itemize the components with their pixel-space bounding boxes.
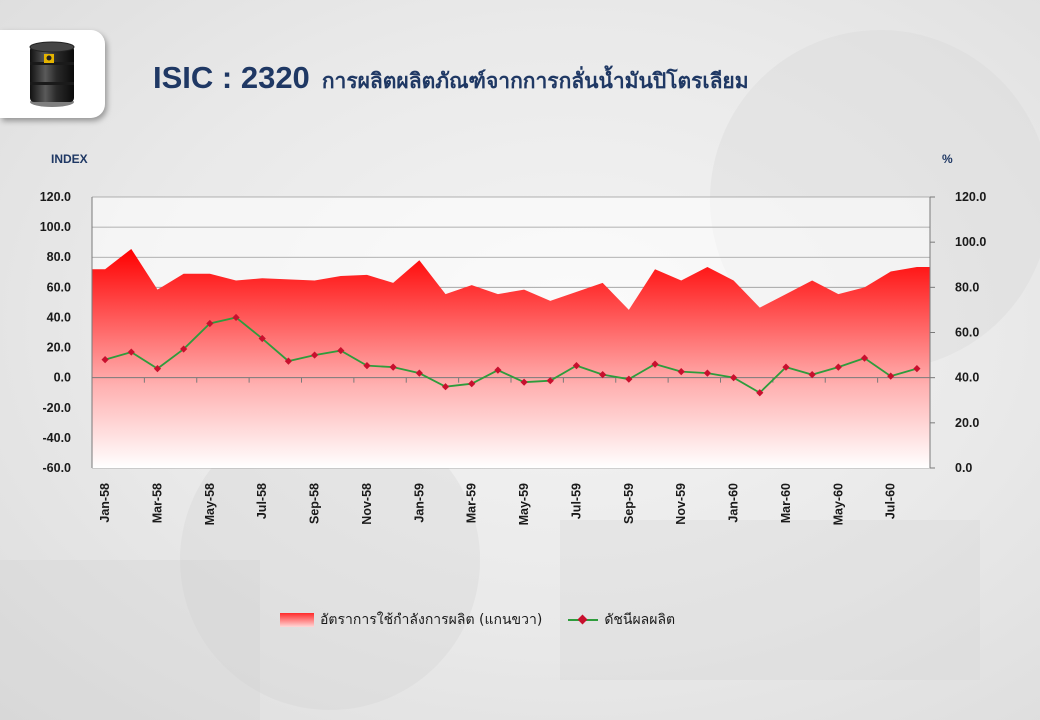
x-tick-label-Jan-58: Jan-58 [98, 483, 112, 523]
production-index-line [104, 316, 918, 394]
index-point-Apr-60 [808, 371, 816, 379]
index-point-Nov-58 [363, 362, 371, 370]
left-tick-label-4: 40.0 [47, 310, 71, 324]
right-axis-label: % [942, 152, 953, 166]
index-point-Mar-58 [153, 365, 162, 373]
x-tick-label-Mar-60: Mar-60 [779, 483, 793, 523]
index-point-Feb-60 [756, 389, 764, 397]
index-point-Jan-59 [415, 369, 423, 377]
index-point-May-60 [834, 363, 842, 371]
x-tick-label-Mar-58: Mar-58 [150, 483, 164, 523]
title-text: การผลิตผลิตภัณฑ์จากการกลั่นน้ำมันปิโตรเล… [321, 69, 749, 93]
right-tick-label-6: 0.0 [955, 461, 972, 475]
left-tick-label-7: -20.0 [43, 401, 72, 415]
left-tick-label-1: 100.0 [40, 220, 71, 234]
x-tick-label-Jul-59: Jul-59 [569, 483, 583, 519]
x-tick-label-May-58: May-58 [203, 483, 217, 525]
x-tick-label-Nov-59: Nov-59 [674, 483, 688, 525]
x-tick-label-Jan-59: Jan-59 [412, 483, 426, 523]
index-point-Jul-58 [258, 334, 266, 343]
index-point-Nov-59 [677, 368, 685, 376]
capacity-utilization-area [92, 248, 930, 468]
index-point-Jul-59 [572, 362, 581, 370]
title-code: ISIC : 2320 [153, 60, 310, 95]
index-point-Apr-59 [494, 366, 502, 374]
index-point-Feb-58 [127, 348, 135, 356]
legend-swatch-line [568, 613, 599, 627]
index-point-Jul-60 [887, 372, 895, 380]
index-point-Mar-59 [468, 380, 476, 388]
index-point-Aug-59 [599, 371, 607, 379]
index-point-Jan-58 [101, 356, 109, 364]
page-title: ISIC : 2320 การผลิตผลิตภัณฑ์จากการกลั่นน… [153, 60, 749, 104]
index-point-Dec-58 [389, 363, 397, 371]
x-tick-label-May-60: May-60 [831, 483, 845, 525]
right-tick-label-4: 40.0 [955, 371, 979, 385]
index-point-Dec-59 [703, 369, 712, 377]
legend-swatch-area [280, 613, 314, 627]
x-tick-label-Sep-58: Sep-58 [308, 483, 322, 524]
left-tick-label-8: -40.0 [43, 431, 72, 445]
left-tick-label-6: 0.0 [54, 371, 71, 385]
oil-barrel-icon [29, 41, 75, 107]
index-point-Jan-60 [729, 374, 738, 382]
index-point-May-58 [206, 319, 214, 328]
left-tick-label-5: 20.0 [47, 341, 71, 355]
right-tick-label-0: 120.0 [955, 190, 986, 204]
index-point-May-59 [520, 378, 528, 386]
logo-card [0, 30, 105, 118]
legend-item-capacity: อัตราการใช้กำลังการผลิต (แกนขวา) [280, 609, 542, 631]
right-tick-label-5: 20.0 [955, 416, 979, 430]
index-point-Sep-59 [625, 375, 633, 383]
x-tick-label-Jul-60: Jul-60 [884, 483, 898, 519]
index-point-Feb-59 [441, 383, 450, 391]
x-tick-label-Jan-60: Jan-60 [727, 483, 741, 523]
index-point-Oct-58 [337, 346, 345, 355]
left-axis-label: INDEX [51, 152, 88, 166]
right-tick-label-1: 100.0 [955, 235, 986, 249]
x-tick-label-May-59: May-59 [517, 483, 531, 525]
index-point-Jun-59 [546, 377, 554, 385]
index-point-Oct-59 [651, 360, 659, 368]
index-point-Mar-60 [782, 363, 790, 371]
index-point-Jun-58 [232, 313, 240, 322]
index-point-Aug-58 [284, 357, 293, 365]
legend-label-index: ดัชนีผลผลิต [604, 612, 676, 628]
index-point-Sep-58 [310, 351, 319, 359]
x-tick-label-Mar-59: Mar-59 [465, 483, 479, 523]
right-tick-label-3: 60.0 [955, 326, 979, 340]
left-tick-label-9: -60.0 [43, 461, 72, 475]
legend-item-index: ดัชนีผลผลิต [568, 609, 675, 631]
x-tick-label-Nov-58: Nov-58 [360, 483, 374, 525]
index-point-Aug-60 [913, 365, 921, 373]
right-tick-label-2: 80.0 [955, 280, 979, 294]
chart-legend: อัตราการใช้กำลังการผลิต (แกนขวา) ดัชนีผล… [280, 608, 675, 632]
left-tick-label-0: 120.0 [40, 190, 71, 204]
left-tick-label-2: 80.0 [47, 250, 71, 264]
chart: 120.0 100.0 80.0 60.0 40.0 20.0 0.0 -20.0 -40.0 -… [40, 152, 987, 525]
index-point-Apr-58 [180, 345, 188, 353]
legend-label-capacity: อัตราการใช้กำลังการผลิต (แกนขวา) [320, 612, 543, 628]
x-tick-label-Sep-59: Sep-59 [622, 483, 636, 524]
x-tick-label-Jul-58: Jul-58 [255, 483, 269, 519]
left-tick-label-3: 60.0 [47, 280, 71, 294]
index-point-Jun-60 [860, 354, 869, 362]
